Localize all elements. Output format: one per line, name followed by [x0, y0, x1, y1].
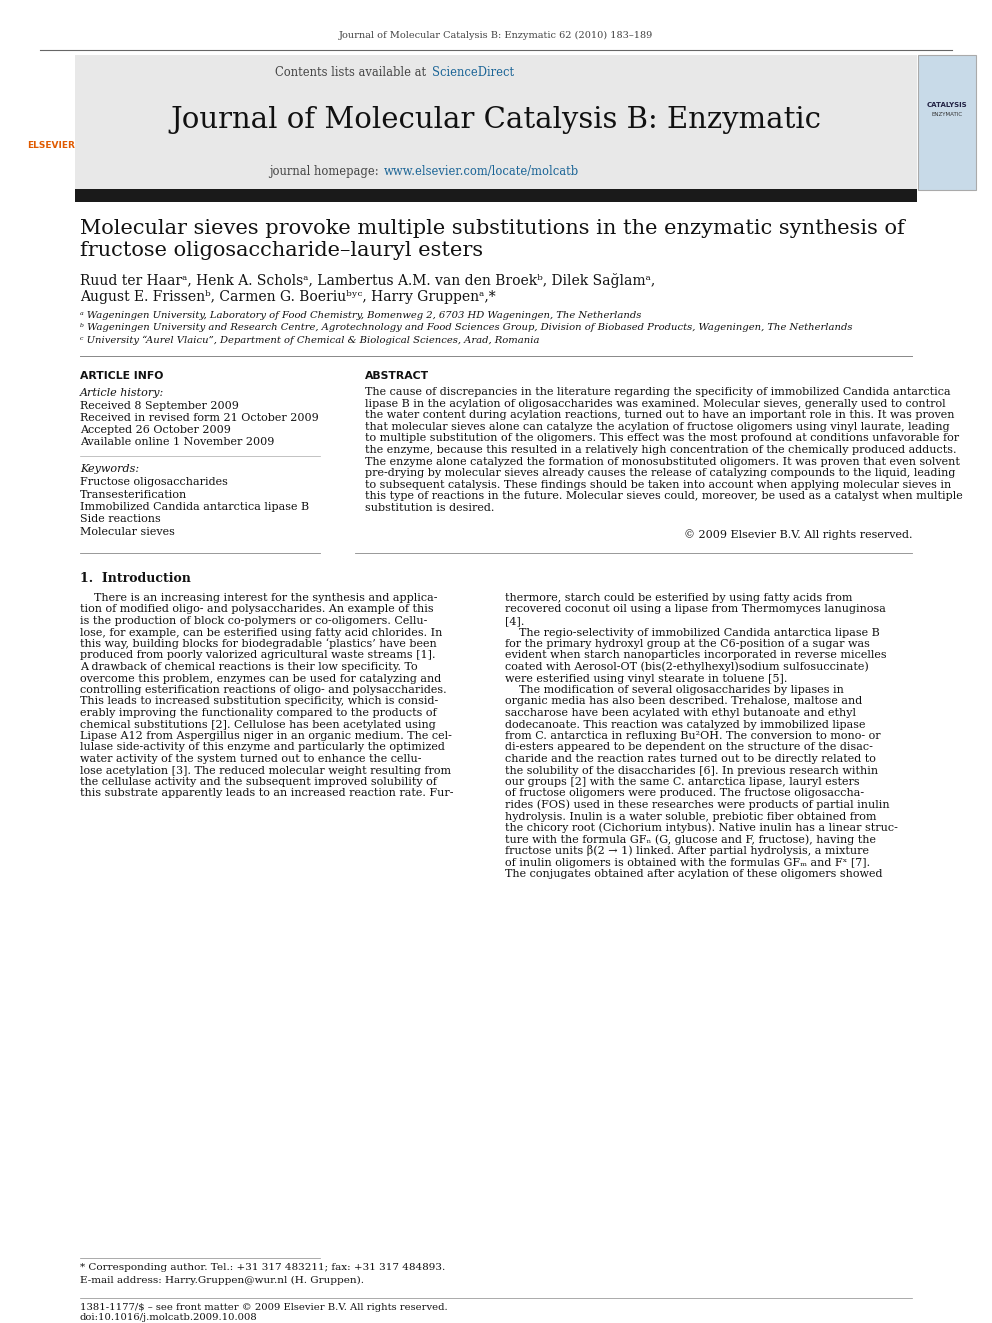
Text: recovered coconut oil using a lipase from Thermomyces lanuginosa: recovered coconut oil using a lipase fro…	[505, 605, 886, 614]
Bar	[918, 56, 976, 191]
Text: doi:10.1016/j.molcatb.2009.10.008: doi:10.1016/j.molcatb.2009.10.008	[80, 1312, 258, 1322]
Text: The conjugates obtained after acylation of these oligomers showed: The conjugates obtained after acylation …	[505, 869, 883, 878]
Text: coated with Aerosol-OT (bis(2-ethylhexyl)sodium sulfosuccinate): coated with Aerosol-OT (bis(2-ethylhexyl…	[505, 662, 869, 672]
Bar	[75, 56, 917, 191]
Text: of fructose oligomers were produced. The fructose oligosaccha-: of fructose oligomers were produced. The…	[505, 789, 864, 799]
Text: ENZYMATIC: ENZYMATIC	[931, 112, 962, 118]
Text: is the production of block co-polymers or co-oligomers. Cellu-: is the production of block co-polymers o…	[80, 617, 428, 626]
Text: this type of reactions in the future. Molecular sieves could, moreover, be used : this type of reactions in the future. Mo…	[365, 491, 963, 501]
Text: Available online 1 November 2009: Available online 1 November 2009	[80, 437, 275, 447]
Text: The enzyme alone catalyzed the formation of monosubstituted oligomers. It was pr: The enzyme alone catalyzed the formation…	[365, 456, 960, 467]
Text: The cause of discrepancies in the literature regarding the specificity of immobi: The cause of discrepancies in the litera…	[365, 388, 950, 397]
Text: August E. Frissenᵇ, Carmen G. Boeriuᵇʸᶜ, Harry Gruppenᵃ,*: August E. Frissenᵇ, Carmen G. Boeriuᵇʸᶜ,…	[80, 290, 496, 304]
Text: di-esters appeared to be dependent on the structure of the disac-: di-esters appeared to be dependent on th…	[505, 742, 873, 753]
Text: thermore, starch could be esterified by using fatty acids from: thermore, starch could be esterified by …	[505, 593, 852, 603]
Text: Fructose oligosaccharides: Fructose oligosaccharides	[80, 478, 228, 487]
Text: produced from poorly valorized agricultural waste streams [1].: produced from poorly valorized agricultu…	[80, 651, 435, 660]
Text: The regio-selectivity of immobilized Candida antarctica lipase B: The regio-selectivity of immobilized Can…	[505, 627, 880, 638]
Text: * Corresponding author. Tel.: +31 317 483211; fax: +31 317 484893.: * Corresponding author. Tel.: +31 317 48…	[80, 1263, 445, 1273]
Text: tion of modified oligo- and polysaccharides. An example of this: tion of modified oligo- and polysacchari…	[80, 605, 434, 614]
Text: Immobilized Candida antarctica lipase B: Immobilized Candida antarctica lipase B	[80, 501, 310, 512]
Text: for the primary hydroxyl group at the C6-position of a sugar was: for the primary hydroxyl group at the C6…	[505, 639, 870, 650]
Text: Keywords:: Keywords:	[80, 464, 139, 474]
Text: ᵇ Wageningen University and Research Centre, Agrotechnology and Food Sciences Gr: ᵇ Wageningen University and Research Cen…	[80, 324, 852, 332]
Text: dodecanoate. This reaction was catalyzed by immobilized lipase: dodecanoate. This reaction was catalyzed…	[505, 720, 865, 729]
Text: lose, for example, can be esterified using fatty acid chlorides. In: lose, for example, can be esterified usi…	[80, 627, 442, 638]
Text: Received in revised form 21 October 2009: Received in revised form 21 October 2009	[80, 413, 318, 423]
Text: Accepted 26 October 2009: Accepted 26 October 2009	[80, 425, 231, 435]
Text: Molecular sieves provoke multiple substitutions in the enzymatic synthesis of: Molecular sieves provoke multiple substi…	[80, 218, 905, 238]
Text: This leads to increased substitution specificity, which is consid-: This leads to increased substitution spe…	[80, 696, 438, 706]
Text: organic media has also been described. Trehalose, maltose and: organic media has also been described. T…	[505, 696, 862, 706]
Text: Lipase A12 from Aspergillus niger in an organic medium. The cel-: Lipase A12 from Aspergillus niger in an …	[80, 732, 452, 741]
Text: erably improving the functionality compared to the products of: erably improving the functionality compa…	[80, 708, 436, 718]
Text: chemical substitutions [2]. Cellulose has been acetylated using: chemical substitutions [2]. Cellulose ha…	[80, 720, 435, 729]
Text: this substrate apparently leads to an increased reaction rate. Fur-: this substrate apparently leads to an in…	[80, 789, 453, 799]
Text: evident when starch nanoparticles incorporated in reverse micelles: evident when starch nanoparticles incorp…	[505, 651, 887, 660]
Text: substitution is desired.: substitution is desired.	[365, 503, 494, 513]
Text: controlling esterification reactions of oligo- and polysaccharides.: controlling esterification reactions of …	[80, 685, 446, 695]
Text: E-mail address: Harry.Gruppen@wur.nl (H. Gruppen).: E-mail address: Harry.Gruppen@wur.nl (H.…	[80, 1275, 364, 1285]
Text: the water content during acylation reactions, turned out to have an important ro: the water content during acylation react…	[365, 410, 954, 421]
Text: of inulin oligomers is obtained with the formulas GFₘ and Fˣ [7].: of inulin oligomers is obtained with the…	[505, 857, 870, 868]
Text: CATALYSIS: CATALYSIS	[927, 102, 967, 108]
Text: rides (FOS) used in these researches were products of partial inulin: rides (FOS) used in these researches wer…	[505, 799, 890, 810]
Text: to subsequent catalysis. These findings should be taken into account when applyi: to subsequent catalysis. These findings …	[365, 480, 951, 490]
Text: saccharose have been acylated with ethyl butanoate and ethyl: saccharose have been acylated with ethyl…	[505, 708, 856, 718]
Text: ᶜ University “Aurel Vlaicu”, Department of Chemical & Biological Sciences, Arad,: ᶜ University “Aurel Vlaicu”, Department …	[80, 335, 540, 345]
Text: 1.  Introduction: 1. Introduction	[80, 572, 190, 585]
Text: A drawback of chemical reactions is their low specificity. To: A drawback of chemical reactions is thei…	[80, 662, 418, 672]
Text: that molecular sieves alone can catalyze the acylation of fructose oligomers usi: that molecular sieves alone can catalyze…	[365, 422, 949, 431]
Text: were esterified using vinyl stearate in toluene [5].: were esterified using vinyl stearate in …	[505, 673, 788, 684]
Text: [4].: [4].	[505, 617, 525, 626]
Text: water activity of the system turned out to enhance the cellu-: water activity of the system turned out …	[80, 754, 422, 763]
Text: pre-drying by molecular sieves already causes the release of catalyzing compound: pre-drying by molecular sieves already c…	[365, 468, 955, 478]
Text: our groups [2] with the same C. antarctica lipase, lauryl esters: our groups [2] with the same C. antarcti…	[505, 777, 860, 787]
Text: ARTICLE INFO: ARTICLE INFO	[80, 370, 164, 381]
Text: 1381-1177/$ – see front matter © 2009 Elsevier B.V. All rights reserved.: 1381-1177/$ – see front matter © 2009 El…	[80, 1303, 447, 1311]
Text: the solubility of the disaccharides [6]. In previous research within: the solubility of the disaccharides [6].…	[505, 766, 878, 775]
Text: © 2009 Elsevier B.V. All rights reserved.: © 2009 Elsevier B.V. All rights reserved…	[683, 529, 912, 540]
Text: Side reactions: Side reactions	[80, 515, 161, 524]
Text: charide and the reaction rates turned out to be directly related to: charide and the reaction rates turned ou…	[505, 754, 876, 763]
Text: Received 8 September 2009: Received 8 September 2009	[80, 401, 239, 411]
Text: ELSEVIER: ELSEVIER	[27, 140, 75, 149]
Text: ture with the formula GFₙ (G, glucose and F, fructose), having the: ture with the formula GFₙ (G, glucose an…	[505, 835, 876, 845]
Text: fructose oligosaccharide–lauryl esters: fructose oligosaccharide–lauryl esters	[80, 241, 483, 259]
Text: lose acetylation [3]. The reduced molecular weight resulting from: lose acetylation [3]. The reduced molecu…	[80, 766, 451, 775]
Text: Transesterification: Transesterification	[80, 490, 187, 500]
Text: lulase side-activity of this enzyme and particularly the optimized: lulase side-activity of this enzyme and …	[80, 742, 444, 753]
Text: ABSTRACT: ABSTRACT	[365, 370, 430, 381]
Text: from C. antarctica in refluxing Bu²OH. The conversion to mono- or: from C. antarctica in refluxing Bu²OH. T…	[505, 732, 881, 741]
Text: journal homepage:: journal homepage:	[269, 165, 382, 179]
Text: Journal of Molecular Catalysis B: Enzymatic: Journal of Molecular Catalysis B: Enzyma…	[171, 106, 821, 134]
Text: hydrolysis. Inulin is a water soluble, prebiotic fiber obtained from: hydrolysis. Inulin is a water soluble, p…	[505, 811, 877, 822]
Text: Article history:: Article history:	[80, 388, 165, 398]
Text: There is an increasing interest for the synthesis and applica-: There is an increasing interest for the …	[80, 593, 437, 603]
Text: Contents lists available at: Contents lists available at	[275, 66, 430, 79]
Text: Ruud ter Haarᵃ, Henk A. Scholsᵃ, Lambertus A.M. van den Broekᵇ, Dilek Sağlamᵃ,: Ruud ter Haarᵃ, Henk A. Scholsᵃ, Lambert…	[80, 273, 656, 287]
Text: fructose units β(2 → 1) linked. After partial hydrolysis, a mixture: fructose units β(2 → 1) linked. After pa…	[505, 845, 869, 856]
Text: the enzyme, because this resulted in a relatively high concentration of the chem: the enzyme, because this resulted in a r…	[365, 445, 956, 455]
Text: ScienceDirect: ScienceDirect	[432, 66, 514, 79]
Text: the cellulase activity and the subsequent improved solubility of: the cellulase activity and the subsequen…	[80, 777, 436, 787]
Text: Molecular sieves: Molecular sieves	[80, 527, 175, 537]
Text: overcome this problem, enzymes can be used for catalyzing and: overcome this problem, enzymes can be us…	[80, 673, 441, 684]
Text: lipase B in the acylation of oligosaccharides was examined. Molecular sieves, ge: lipase B in the acylation of oligosaccha…	[365, 398, 945, 409]
Text: the chicory root (Cichorium intybus). Native inulin has a linear struc-: the chicory root (Cichorium intybus). Na…	[505, 823, 898, 833]
Text: to multiple substitution of the oligomers. This effect was the most profound at : to multiple substitution of the oligomer…	[365, 434, 959, 443]
Bar	[75, 189, 917, 202]
Text: The modification of several oligosaccharides by lipases in: The modification of several oligosacchar…	[505, 685, 844, 695]
Text: Journal of Molecular Catalysis B: Enzymatic 62 (2010) 183–189: Journal of Molecular Catalysis B: Enzyma…	[339, 30, 653, 40]
Text: this way, building blocks for biodegradable ‘plastics’ have been: this way, building blocks for biodegrada…	[80, 639, 436, 650]
Text: ᵃ Wageningen University, Laboratory of Food Chemistry, Bomenweg 2, 6703 HD Wagen: ᵃ Wageningen University, Laboratory of F…	[80, 311, 642, 320]
Text: www.elsevier.com/locate/molcatb: www.elsevier.com/locate/molcatb	[384, 165, 579, 179]
Bar	[28, 56, 74, 191]
